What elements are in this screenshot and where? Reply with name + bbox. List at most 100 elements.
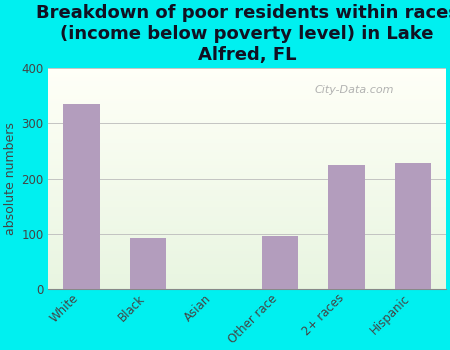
Bar <box>49 170 446 172</box>
Bar <box>49 176 446 178</box>
Bar <box>49 101 446 104</box>
Bar <box>49 126 446 128</box>
Bar <box>49 271 446 274</box>
Bar <box>49 212 446 214</box>
Bar <box>49 190 446 192</box>
Bar <box>49 245 446 247</box>
Bar <box>49 121 446 123</box>
Bar <box>49 218 446 220</box>
Bar <box>49 287 446 289</box>
Bar <box>49 104 446 106</box>
Bar <box>49 178 446 181</box>
Bar <box>49 141 446 143</box>
Bar <box>49 181 446 183</box>
Bar <box>49 70 446 72</box>
Bar <box>49 187 446 190</box>
Bar <box>49 210 446 212</box>
Bar <box>49 128 446 130</box>
Bar <box>49 254 446 256</box>
Bar <box>49 79 446 81</box>
Bar <box>49 227 446 229</box>
Bar <box>49 161 446 163</box>
Text: City-Data.com: City-Data.com <box>315 85 394 95</box>
Bar <box>49 247 446 249</box>
Bar <box>49 110 446 112</box>
Bar <box>49 183 446 185</box>
Bar <box>49 243 446 245</box>
Bar <box>49 196 446 198</box>
Bar <box>130 238 166 289</box>
Bar <box>49 192 446 194</box>
Bar <box>49 72 446 75</box>
Bar <box>49 154 446 156</box>
Bar <box>49 163 446 165</box>
Bar <box>49 92 446 95</box>
Bar <box>49 75 446 77</box>
Bar <box>49 130 446 132</box>
Bar <box>49 108 446 110</box>
Bar <box>49 159 446 161</box>
Bar <box>49 68 446 70</box>
Bar <box>49 207 446 210</box>
Bar <box>49 205 446 207</box>
Bar <box>49 238 446 240</box>
Bar <box>262 236 298 289</box>
Bar <box>49 260 446 262</box>
Bar <box>49 99 446 101</box>
Bar <box>49 81 446 84</box>
Bar <box>328 165 365 289</box>
Bar <box>49 278 446 280</box>
Bar <box>49 252 446 254</box>
Bar <box>49 201 446 203</box>
Bar <box>49 106 446 108</box>
Bar <box>49 156 446 159</box>
Bar <box>49 143 446 146</box>
Bar <box>395 163 431 289</box>
Bar <box>49 249 446 252</box>
Bar <box>49 152 446 154</box>
Bar <box>49 265 446 267</box>
Bar <box>49 174 446 176</box>
Y-axis label: absolute numbers: absolute numbers <box>4 122 17 235</box>
Bar <box>49 84 446 86</box>
Bar <box>49 262 446 265</box>
Bar <box>49 274 446 276</box>
Bar <box>49 256 446 258</box>
Bar <box>49 112 446 114</box>
Bar <box>49 94 446 97</box>
Bar <box>49 168 446 170</box>
Bar <box>49 232 446 234</box>
Bar <box>49 282 446 285</box>
Bar <box>49 223 446 225</box>
Bar <box>49 258 446 260</box>
Bar <box>49 185 446 187</box>
Bar <box>49 276 446 278</box>
Bar <box>49 269 446 271</box>
Bar <box>49 203 446 205</box>
Bar <box>49 165 446 168</box>
Bar <box>49 267 446 269</box>
Bar <box>49 280 446 282</box>
Bar <box>49 86 446 88</box>
Bar <box>49 117 446 119</box>
Bar <box>49 139 446 141</box>
Bar <box>49 216 446 218</box>
Bar <box>49 214 446 216</box>
Bar <box>49 285 446 287</box>
Title: Breakdown of poor residents within races
(income below poverty level) in Lake
Al: Breakdown of poor residents within races… <box>36 4 450 64</box>
Bar <box>49 146 446 148</box>
Bar <box>49 119 446 121</box>
Bar <box>63 104 100 289</box>
Bar <box>49 236 446 238</box>
Bar <box>49 220 446 223</box>
Bar <box>49 136 446 139</box>
Bar <box>49 198 446 201</box>
Bar <box>49 90 446 92</box>
Bar <box>49 97 446 99</box>
Bar <box>49 132 446 134</box>
Bar <box>49 172 446 174</box>
Bar <box>49 134 446 136</box>
Bar <box>49 150 446 152</box>
Bar <box>49 225 446 227</box>
Bar <box>49 123 446 126</box>
